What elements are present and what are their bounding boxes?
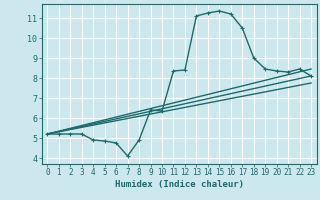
X-axis label: Humidex (Indice chaleur): Humidex (Indice chaleur)	[115, 180, 244, 189]
